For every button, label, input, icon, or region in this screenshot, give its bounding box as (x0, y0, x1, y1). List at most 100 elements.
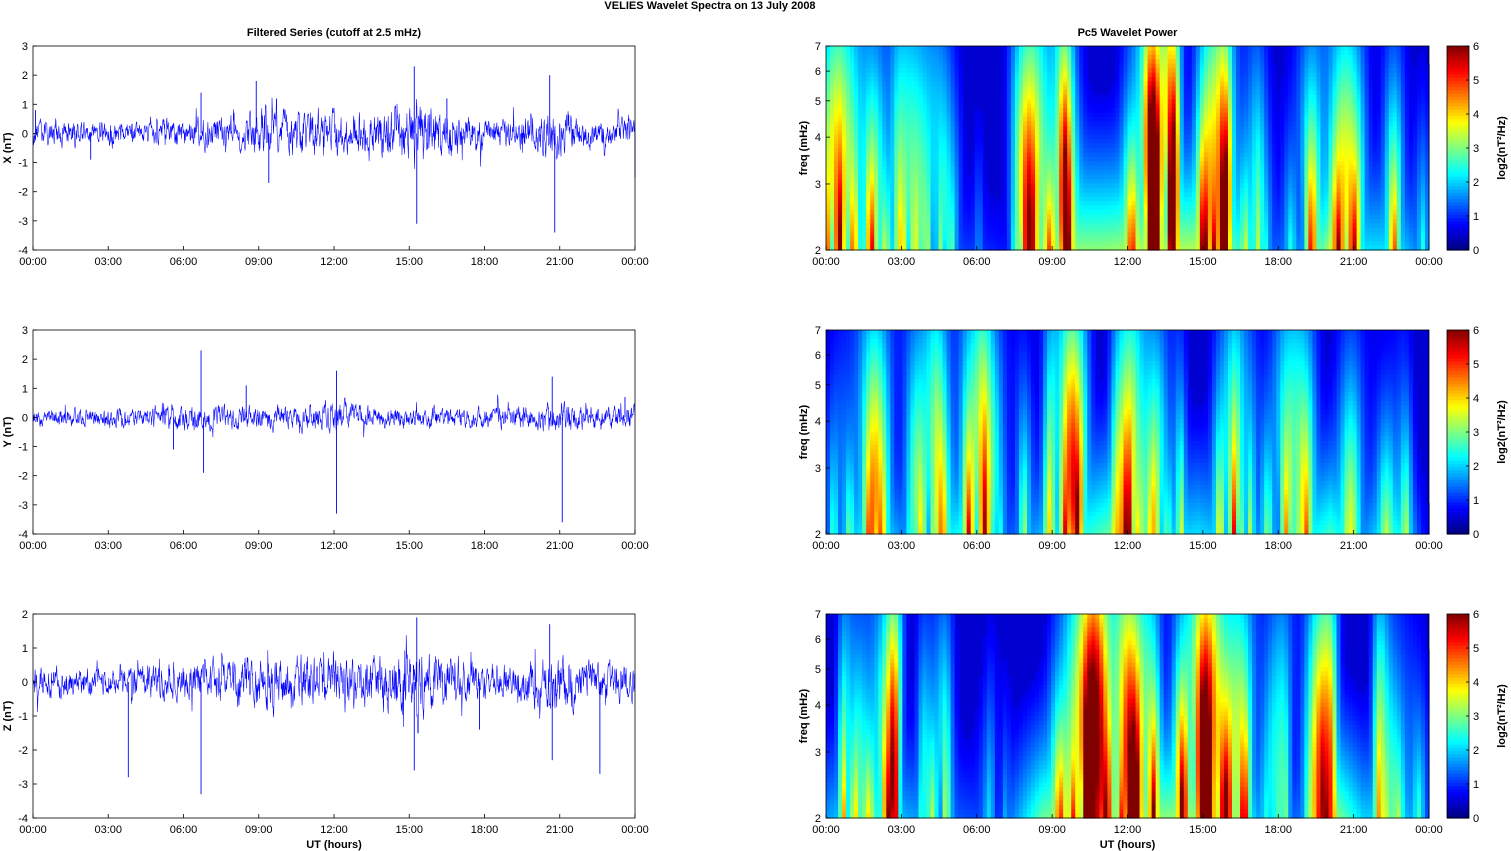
ytick-label: -1 (18, 711, 28, 723)
wavelet-x-xtick-label: 21:00 (1340, 256, 1368, 268)
ytick-label: 5 (815, 96, 821, 108)
wavelet-x-xtick-label: 06:00 (963, 256, 991, 268)
ytick-label: 5 (815, 380, 821, 392)
colorbar-label: log2(nT²/Hz) (1496, 684, 1508, 748)
series-z-xtick-label: 00:00 (621, 824, 649, 836)
ytick-label: -1 (18, 158, 28, 170)
colorbar-tick-label: 4 (1473, 109, 1479, 121)
series-x-xtick-label: 12:00 (320, 256, 348, 268)
wavelet-y-xtick-label: 18:00 (1264, 540, 1292, 552)
series-panel-z: 210-1-2-3-400:00 03:00 06:00 09:00 12:00 15:0… (2, 609, 649, 851)
ytick-label: 3 (22, 41, 28, 53)
ytick-label: -2 (18, 745, 28, 757)
ytick-label: 6 (815, 350, 821, 362)
wavelet-z-xtick-label: 12:00 (1114, 824, 1142, 836)
wavelet-x-xtick-label: 00:00 (812, 256, 840, 268)
wavelet-z-xtick-label: 00:00 (812, 824, 840, 836)
series-x-xtick-label: 18:00 (471, 256, 499, 268)
wavelet-x-xtick-label: 00:00 (1415, 256, 1443, 268)
ylabel: freq (mHz) (798, 688, 810, 743)
colorbar-tick-label: 2 (1473, 745, 1479, 757)
series-z-xtick-label: 18:00 (471, 824, 499, 836)
ytick-label: 4 (815, 700, 821, 712)
xlabel: UT (hours) (306, 839, 362, 851)
ytick-label: 6 (815, 66, 821, 78)
ytick-label: 0 (22, 412, 28, 424)
heatmap-cells (826, 330, 1430, 535)
ytick-label: 7 (815, 609, 821, 621)
series-x-xtick-label: 03:00 (94, 256, 122, 268)
ytick-label: 3 (815, 747, 821, 759)
colorbar-tick-label: 6 (1473, 609, 1479, 621)
colorbar-tick-label: 3 (1473, 427, 1479, 439)
ytick-label: 3 (22, 325, 28, 337)
ytick-label: 1 (22, 643, 28, 655)
ytick-label: -1 (18, 442, 28, 454)
series-x-xtick-label: 15:00 (395, 256, 423, 268)
series-y-xtick-label: 15:00 (395, 540, 423, 552)
colorbar-tick-label: 5 (1473, 359, 1479, 371)
ytick-label: 6 (815, 634, 821, 646)
wavelet-x-xtick-label: 15:00 (1189, 256, 1217, 268)
colorbar-tick-label: 3 (1473, 711, 1479, 723)
wavelet-z-xtick-label: 09:00 (1038, 824, 1066, 836)
ytick-label: 2 (22, 354, 28, 366)
series-x-xtick-label: 00:00 (621, 256, 649, 268)
ylabel: X (nT) (2, 132, 14, 163)
ytick-label: 3 (815, 179, 821, 191)
figure-suptitle: VELIES Wavelet Spectra on 13 July 2008 (604, 0, 815, 12)
wavelet-y-xtick-label: 03:00 (888, 540, 916, 552)
wavelet-y-xtick-label: 21:00 (1340, 540, 1368, 552)
ytick-label: 1 (22, 383, 28, 395)
colorbar-tick-label: 1 (1473, 495, 1479, 507)
ytick-label: 4 (815, 416, 821, 428)
ytick-label: 7 (815, 41, 821, 53)
colorbar-tick-label: 1 (1473, 779, 1479, 791)
xlabel: UT (hours) (1100, 839, 1156, 851)
wavelet-y-xtick-label: 00:00 (1415, 540, 1443, 552)
colorbar-tick-label: 0 (1473, 245, 1479, 257)
series-y-xtick-label: 09:00 (245, 540, 273, 552)
ytick-label: -3 (18, 500, 28, 512)
wavelet-z-xtick-label: 15:00 (1189, 824, 1217, 836)
colorbar-tick-label: 5 (1473, 75, 1479, 87)
colorbar-tick-label: 2 (1473, 461, 1479, 473)
series-z-xtick-label: 00:00 (19, 824, 47, 836)
wavelet-y-xtick-label: 09:00 (1038, 540, 1066, 552)
wavelet-x-xtick-label: 03:00 (888, 256, 916, 268)
ytick-label: -2 (18, 187, 28, 199)
colorbar-label: log2(nT²/Hz) (1496, 400, 1508, 464)
colorbar-tick-label: 4 (1473, 677, 1479, 689)
series-x-xtick-label: 06:00 (170, 256, 198, 268)
wavelet-y-xtick-label: 15:00 (1189, 540, 1217, 552)
wavelet-y-xtick-label: 06:00 (963, 540, 991, 552)
panel-title: Pc5 Wavelet Power (1078, 27, 1179, 39)
wavelet-x-xtick-label: 09:00 (1038, 256, 1066, 268)
series-y-xtick-label: 12:00 (320, 540, 348, 552)
colorbar-tick-label: 2 (1473, 177, 1479, 189)
ytick-label: 3 (815, 463, 821, 475)
heatmap-cells (826, 614, 1430, 819)
series-y-xtick-label: 21:00 (546, 540, 574, 552)
plot-area (33, 330, 635, 534)
ytick-label: 0 (22, 677, 28, 689)
ytick-label: -3 (18, 779, 28, 791)
series-z-xtick-label: 12:00 (320, 824, 348, 836)
wavelet-z-xtick-label: 03:00 (888, 824, 916, 836)
heatmap-cells (826, 46, 1430, 251)
series-x-xtick-label: 00:00 (19, 256, 47, 268)
series-z-xtick-label: 09:00 (245, 824, 273, 836)
ylabel: Z (nT) (2, 700, 14, 731)
series-z-xtick-label: 06:00 (170, 824, 198, 836)
series-y-xtick-label: 03:00 (94, 540, 122, 552)
colorbar-tick-label: 1 (1473, 211, 1479, 223)
colorbar-tick-label: 6 (1473, 41, 1479, 53)
series-x-xtick-label: 21:00 (546, 256, 574, 268)
colorbar-tick-label: 0 (1473, 529, 1479, 541)
colorbar-label: log2(nT²/Hz) (1496, 116, 1508, 180)
